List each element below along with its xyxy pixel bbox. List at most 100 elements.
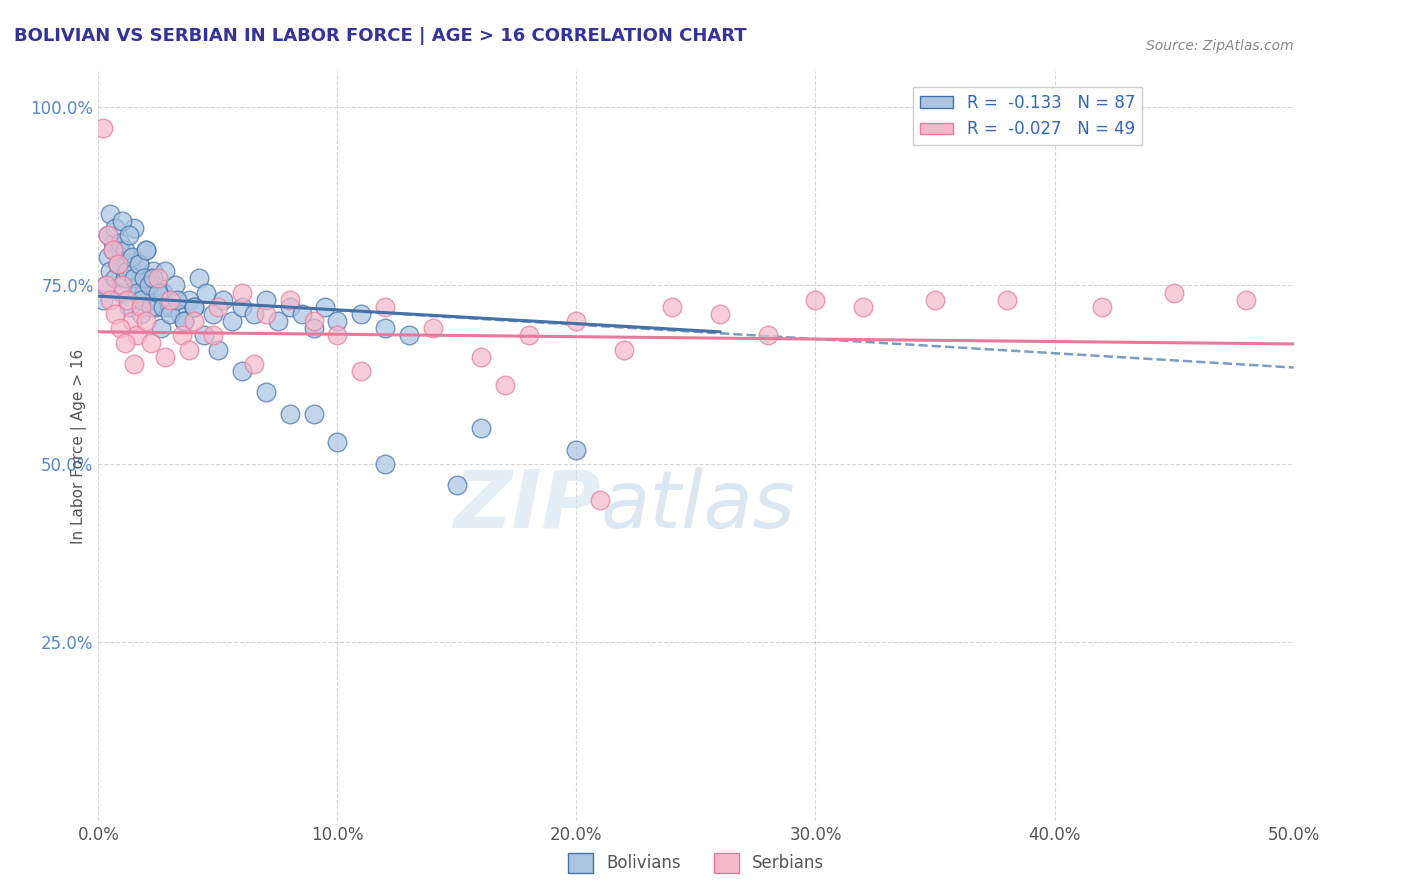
Point [183, 300, 205, 314]
Point [995, 293, 1018, 307]
Point [302, 314, 325, 328]
Point [159, 293, 181, 307]
Point [207, 343, 229, 357]
Point [114, 335, 136, 350]
Point [135, 314, 157, 328]
Point [1234, 293, 1257, 307]
Point [613, 343, 636, 357]
Point [374, 321, 396, 335]
Point [179, 343, 201, 357]
Point [924, 293, 946, 307]
Point [125, 278, 148, 293]
Point [267, 314, 290, 328]
Point [565, 314, 588, 328]
Point [131, 307, 153, 321]
Point [494, 378, 516, 392]
Point [211, 293, 233, 307]
Point [118, 300, 141, 314]
Point [254, 307, 277, 321]
Point [231, 285, 253, 300]
Point [115, 264, 138, 278]
Point [173, 314, 195, 328]
Point [91, 293, 114, 307]
Text: ZIP: ZIP [453, 467, 600, 545]
Point [326, 328, 349, 343]
Y-axis label: In Labor Force | Age > 16: In Labor Force | Age > 16 [72, 349, 87, 543]
Point [145, 300, 167, 314]
Point [709, 307, 731, 321]
Point [128, 257, 150, 271]
Point [470, 421, 492, 435]
Point [118, 228, 141, 243]
Point [291, 307, 314, 321]
Point [350, 307, 373, 321]
Point [91, 121, 114, 136]
Point [125, 285, 148, 300]
Point [278, 293, 301, 307]
Point [243, 357, 266, 371]
Point [195, 285, 218, 300]
Point [131, 300, 153, 314]
Point [207, 300, 229, 314]
Point [852, 300, 875, 314]
Point [124, 357, 146, 371]
Point [111, 278, 134, 293]
Point [139, 293, 162, 307]
Point [173, 314, 195, 328]
Point [1163, 285, 1185, 300]
Point [422, 321, 444, 335]
Point [124, 221, 146, 235]
Point [470, 350, 492, 364]
Point [350, 364, 373, 378]
Point [111, 214, 134, 228]
Point [104, 307, 127, 321]
Point [142, 271, 165, 285]
Point [104, 221, 127, 235]
Point [302, 407, 325, 421]
Point [124, 271, 146, 285]
Point [101, 235, 124, 250]
Point [398, 328, 420, 343]
Point [326, 435, 349, 450]
Point [278, 300, 301, 314]
Point [565, 442, 588, 457]
Point [231, 364, 253, 378]
Text: BOLIVIAN VS SERBIAN IN LABOR FORCE | AGE > 16 CORRELATION CHART: BOLIVIAN VS SERBIAN IN LABOR FORCE | AGE… [14, 27, 747, 45]
Point [152, 285, 174, 300]
Point [111, 285, 134, 300]
Point [446, 478, 468, 492]
Point [202, 328, 225, 343]
Point [159, 307, 181, 321]
Point [148, 278, 170, 293]
Point [114, 243, 136, 257]
Point [183, 314, 205, 328]
Point [107, 257, 129, 271]
Point [108, 321, 131, 335]
Point [94, 278, 117, 293]
Point [374, 457, 396, 471]
Point [142, 264, 165, 278]
Point [221, 314, 243, 328]
Legend: Bolivians, Serbians: Bolivians, Serbians [561, 847, 831, 880]
Point [101, 243, 124, 257]
Point [243, 307, 266, 321]
Point [278, 407, 301, 421]
Point [98, 264, 122, 278]
Point [101, 243, 124, 257]
Point [163, 278, 186, 293]
Point [107, 257, 129, 271]
Point [97, 228, 120, 243]
Point [148, 285, 170, 300]
Point [756, 328, 779, 343]
Point [135, 243, 157, 257]
Point [804, 293, 827, 307]
Point [374, 300, 396, 314]
Point [172, 328, 194, 343]
Point [315, 300, 337, 314]
Text: Source: ZipAtlas.com: Source: ZipAtlas.com [1146, 38, 1294, 53]
Text: atlas: atlas [600, 467, 796, 545]
Point [152, 300, 174, 314]
Point [121, 250, 143, 264]
Point [135, 243, 157, 257]
Point [148, 271, 170, 285]
